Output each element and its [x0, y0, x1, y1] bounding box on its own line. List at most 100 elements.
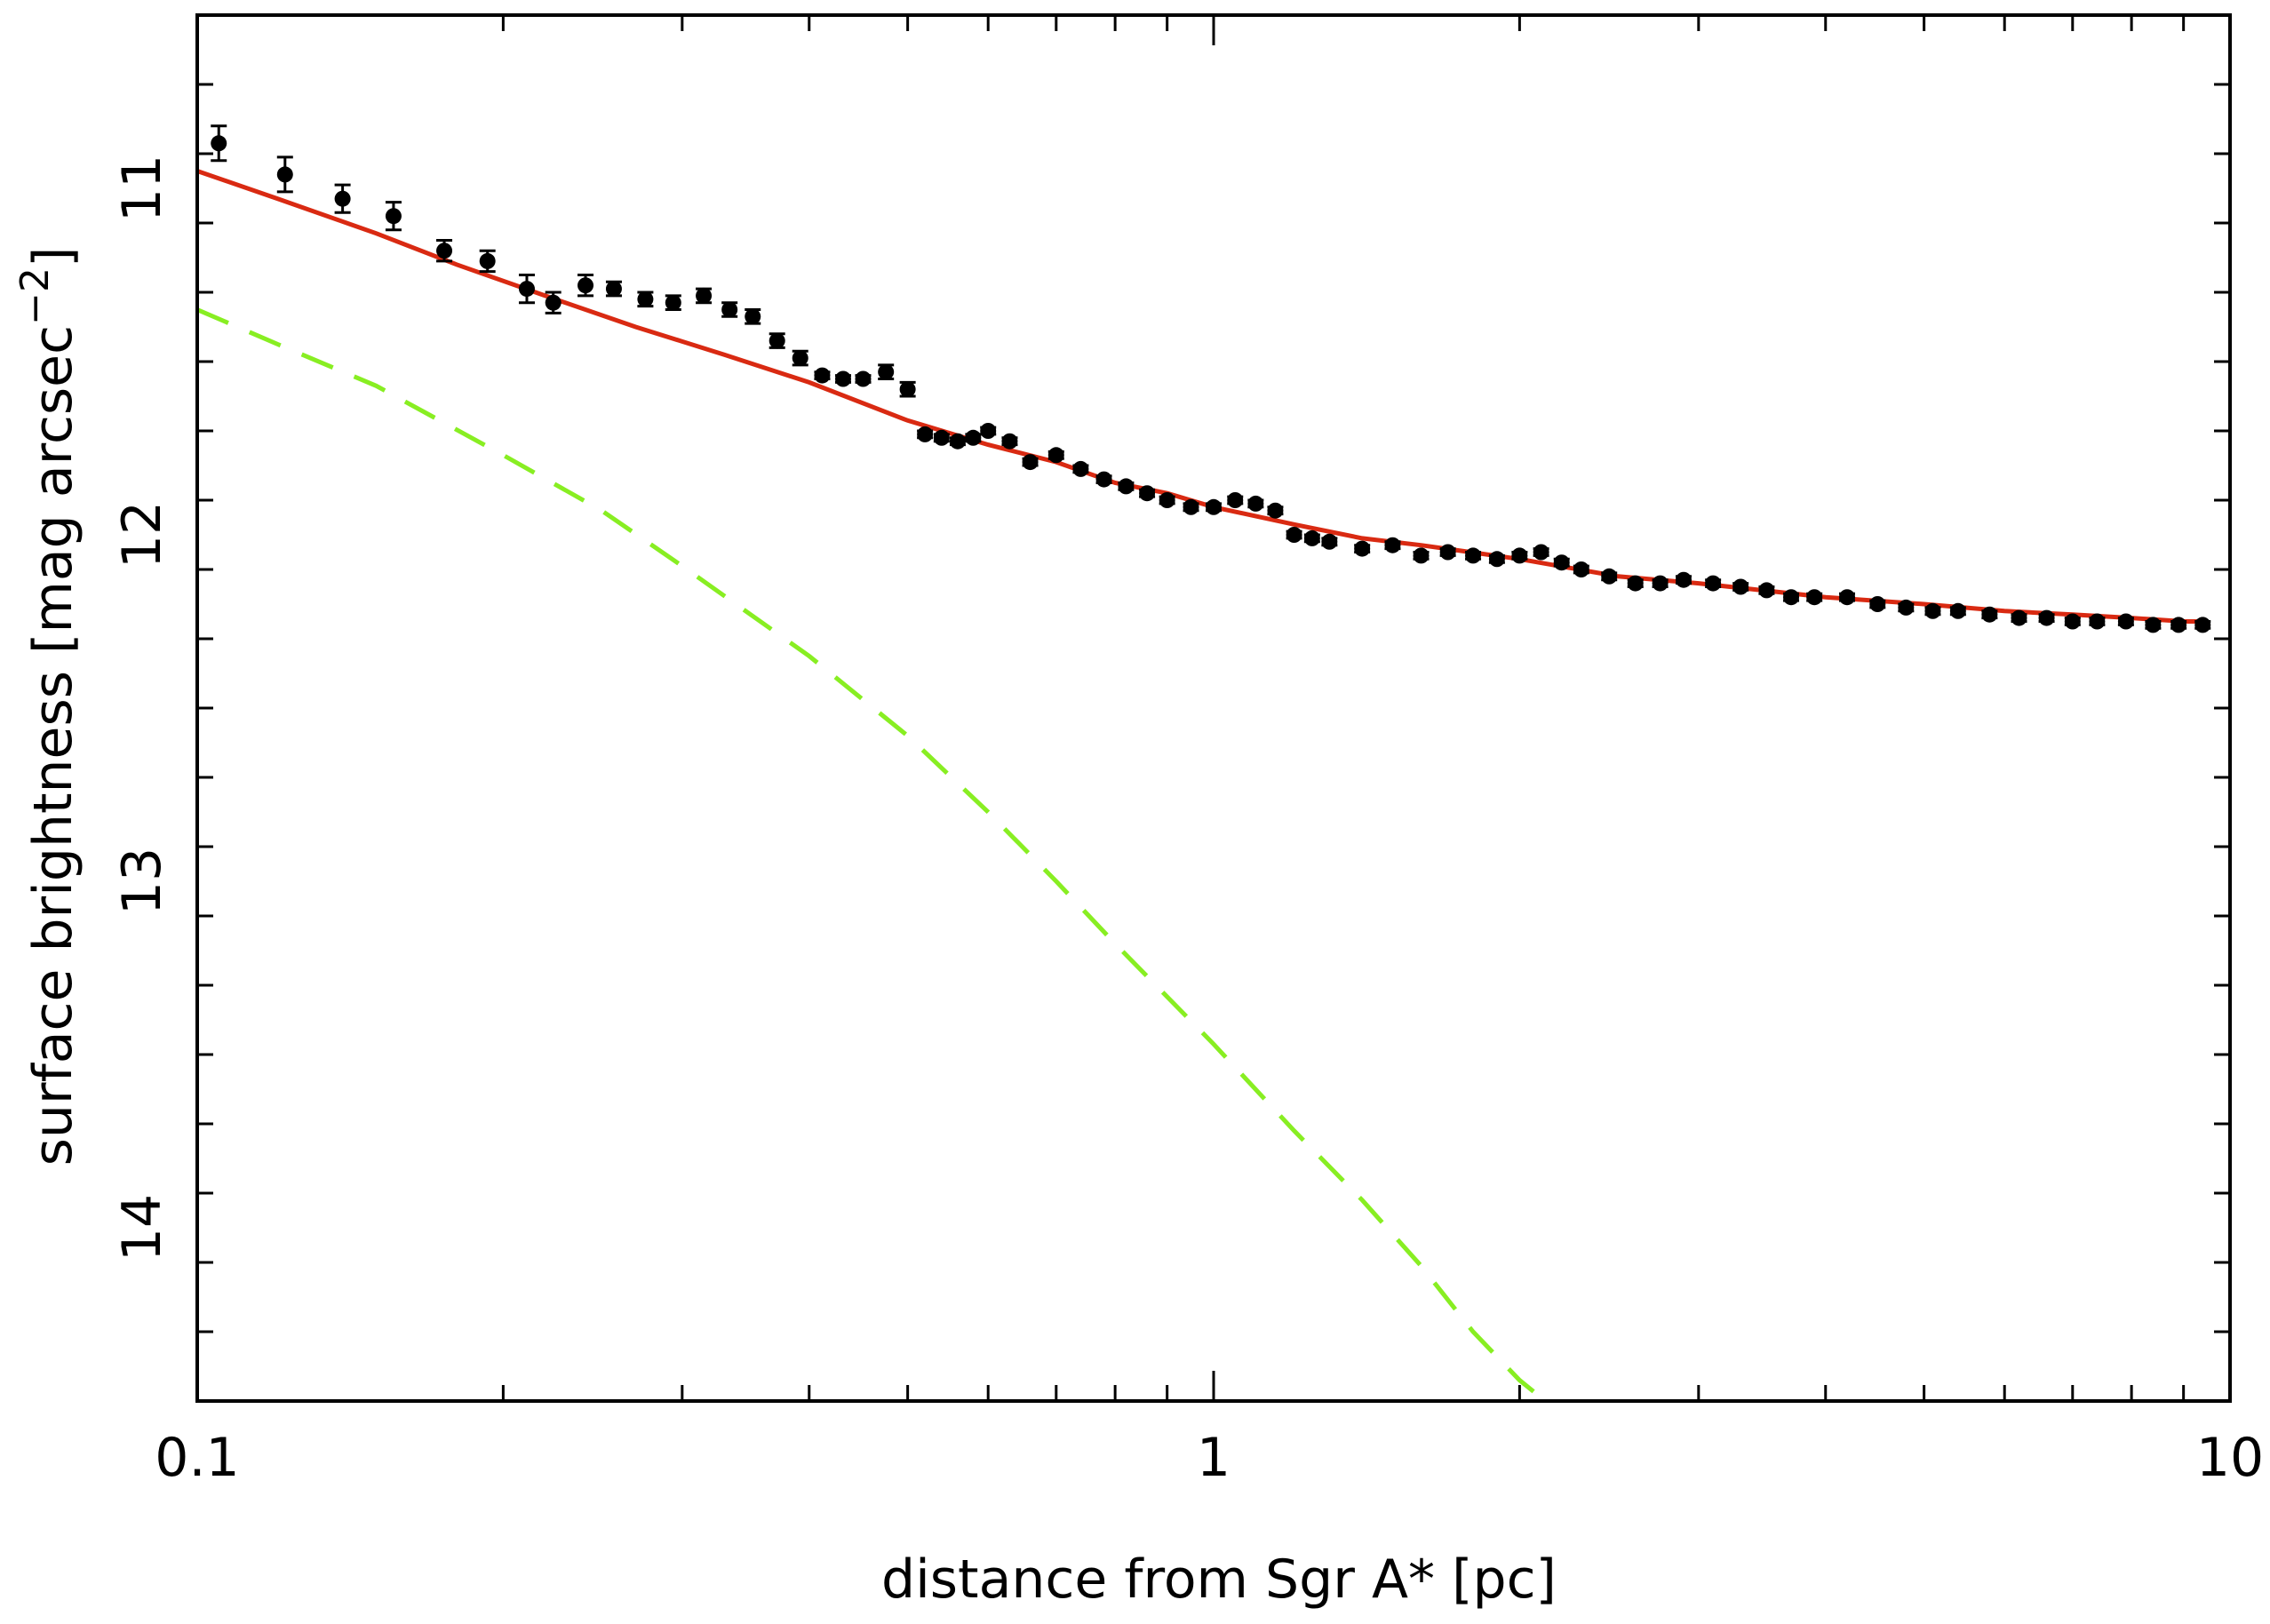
data-point	[1247, 495, 1264, 512]
point-marker	[1286, 527, 1302, 543]
data-point	[1783, 589, 1800, 606]
point-marker	[1384, 537, 1401, 553]
point-marker	[2064, 613, 2081, 630]
point-marker	[965, 429, 982, 446]
point-marker	[1601, 568, 1618, 585]
data-point	[1072, 460, 1089, 477]
data-point	[855, 370, 872, 387]
y-axis-label-exponent: −2	[12, 267, 58, 325]
point-marker	[1981, 606, 1998, 623]
dashed-component-curve	[197, 307, 1547, 1401]
data-point	[1183, 498, 1199, 515]
data-point	[2038, 609, 2055, 626]
data-point	[1652, 575, 1669, 592]
point-marker	[1652, 575, 1669, 592]
data-point	[834, 370, 851, 387]
point-marker	[917, 426, 934, 442]
point-marker	[1838, 589, 1855, 606]
data-point	[2145, 617, 2162, 633]
point-marker	[899, 381, 916, 398]
point-marker	[769, 332, 785, 349]
data-point	[2117, 613, 2134, 630]
data-point	[334, 183, 351, 214]
data-point	[577, 274, 594, 298]
data-point	[385, 201, 402, 232]
data-point	[665, 294, 681, 311]
data-point	[605, 280, 622, 298]
y-axis-label: surface brightness [mag arcsec−2]	[12, 247, 84, 1166]
point-marker	[1758, 582, 1775, 599]
point-marker	[1267, 502, 1284, 519]
point-marker	[577, 277, 594, 294]
y-tick-label: 11	[111, 155, 173, 222]
data-point	[1465, 547, 1482, 564]
data-point	[1118, 478, 1135, 495]
point-marker	[545, 294, 562, 311]
data-point	[1806, 589, 1823, 606]
point-marker	[696, 287, 713, 304]
point-marker	[605, 281, 622, 298]
point-marker	[1705, 575, 1722, 592]
data-point	[1303, 529, 1320, 546]
point-marker	[1627, 575, 1644, 592]
point-marker	[721, 301, 738, 318]
data-point	[436, 239, 453, 263]
point-marker	[385, 208, 402, 225]
data-point	[2011, 609, 2027, 626]
data-point	[1267, 502, 1284, 519]
data-point	[1511, 547, 1528, 564]
data-point	[2194, 617, 2211, 633]
point-marker	[1247, 495, 1264, 512]
point-marker	[1022, 454, 1039, 471]
data-point	[1601, 568, 1618, 585]
data-point	[1095, 471, 1112, 488]
data-point	[1533, 544, 1549, 561]
data-point	[1286, 527, 1302, 543]
point-marker	[933, 429, 950, 446]
point-marker	[1139, 485, 1156, 502]
point-marker	[518, 281, 535, 298]
x-tick-label: 0.1	[155, 1427, 239, 1489]
data-point	[2170, 617, 2187, 633]
data-point	[949, 433, 966, 450]
x-axis-label: distance from Sgr A* [pc]	[881, 1548, 1557, 1611]
point-marker	[1206, 498, 1222, 515]
point-marker	[1354, 540, 1371, 557]
data-point	[1758, 582, 1775, 599]
point-marker	[334, 190, 351, 207]
data-point	[1321, 533, 1338, 550]
point-marker	[479, 252, 496, 269]
data-point	[1838, 589, 1855, 606]
point-marker	[792, 350, 808, 367]
point-marker	[1488, 551, 1505, 568]
point-marker	[665, 294, 681, 311]
x-tick-label: 10	[2196, 1427, 2264, 1489]
data-point	[479, 249, 496, 274]
data-point	[2089, 613, 2106, 630]
data-point	[1159, 492, 1175, 508]
point-marker	[1949, 602, 1966, 619]
point-marker	[1227, 492, 1244, 508]
y-tick-label: 13	[111, 848, 173, 915]
data-point	[1627, 575, 1644, 592]
data-point	[1047, 447, 1064, 464]
point-marker	[1159, 492, 1175, 508]
data-point	[545, 291, 562, 314]
data-point	[276, 155, 293, 194]
point-marker	[1072, 460, 1089, 477]
data-point	[1949, 602, 1966, 619]
data-point	[792, 349, 808, 367]
data-point	[1206, 498, 1222, 515]
point-marker	[1553, 554, 1570, 571]
point-marker	[1869, 596, 1886, 612]
data-point	[1354, 540, 1371, 557]
point-marker	[1047, 447, 1064, 464]
data-points	[211, 124, 2211, 633]
y-axis-label-main: surface brightness [mag arcsec	[22, 325, 84, 1166]
point-marker	[1573, 561, 1589, 577]
point-marker	[1675, 571, 1692, 588]
data-point	[980, 423, 997, 439]
data-point	[745, 308, 761, 325]
